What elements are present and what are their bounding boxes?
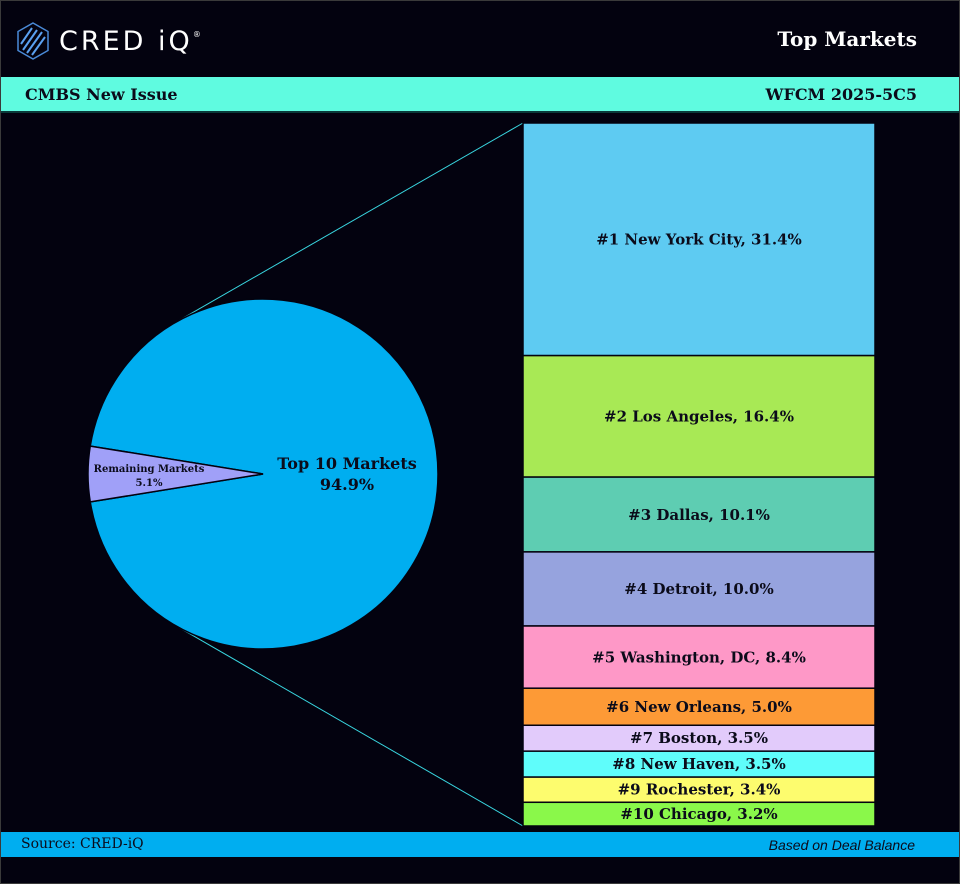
- pie-chart: Top 10 Markets 94.9% Remaining Markets 5.1%: [87, 298, 439, 650]
- bar-segment-7: [522, 724, 876, 752]
- pie-label-top-10-value: 94.9%: [320, 475, 374, 494]
- bar-segment-label-1: #1 New York City, 31.4%: [596, 231, 802, 249]
- bar-segment-2: [522, 354, 876, 478]
- brand-name: CRED iQ: [59, 25, 193, 57]
- pie-slice-top-10-markets: [89, 298, 439, 650]
- footer-bar: Source: CRED-iQ Based on Deal Balance: [1, 832, 959, 857]
- subheader-category: CMBS New Issue: [25, 85, 178, 104]
- subheader-deal-name: WFCM 2025-5C5: [765, 85, 917, 104]
- bar-segment-label-8: #8 New Haven, 3.5%: [612, 755, 785, 773]
- bar-segment-label-2: #2 Los Angeles, 16.4%: [604, 408, 794, 426]
- bar-segment-1: [522, 122, 876, 357]
- bar-segment-label-9: #9 Rochester, 3.4%: [618, 781, 781, 799]
- logo-mark-icon: [17, 22, 49, 60]
- source-text: Source: CRED-iQ: [21, 836, 144, 852]
- bar-segment-label-6: #6 New Orleans, 5.0%: [606, 698, 792, 716]
- bar-segment-3: [522, 476, 876, 553]
- pie-label-top-10-name: Top 10 Markets: [277, 454, 417, 473]
- stacked-bar: #1 New York City, 31.4% #2 Los Angeles, 1…: [522, 122, 876, 827]
- bar-segment-label-7: #7 Boston, 3.5%: [630, 729, 768, 747]
- bar-segment-4: [522, 551, 876, 627]
- cred-iq-logo: CRED iQ ®: [17, 21, 201, 61]
- bar-segment-10: [522, 801, 876, 827]
- connector-line-top: [178, 122, 524, 321]
- connector-line-bottom: [178, 627, 524, 827]
- basis-note: Based on Deal Balance: [768, 837, 915, 853]
- bar-segment-label-3: #3 Dallas, 10.1%: [628, 506, 770, 524]
- registered-mark: ®: [192, 29, 201, 39]
- bar-segment-8: [522, 750, 876, 778]
- connector-lines: [178, 122, 524, 827]
- pie-label-remaining-name: Remaining Markets: [94, 464, 205, 475]
- pie-label-remaining-value: 5.1%: [136, 478, 163, 489]
- bar-segment-5: [522, 625, 876, 689]
- page-title: Top Markets: [777, 27, 917, 51]
- bar-segment-label-4: #4 Detroit, 10.0%: [624, 580, 773, 598]
- bar-segment-9: [522, 776, 876, 804]
- bar-segment-label-10: #10 Chicago, 3.2%: [620, 805, 777, 823]
- bar-segment-label-5: #5 Washington, DC, 8.4%: [592, 648, 806, 666]
- top-markets-chart: Top 10 Markets 94.9% Remaining Markets 5.1%…: [87, 122, 876, 827]
- pie-slice-remaining-markets: [87, 445, 264, 503]
- subheader-bar: CMBS New Issue WFCM 2025-5C5: [1, 77, 959, 113]
